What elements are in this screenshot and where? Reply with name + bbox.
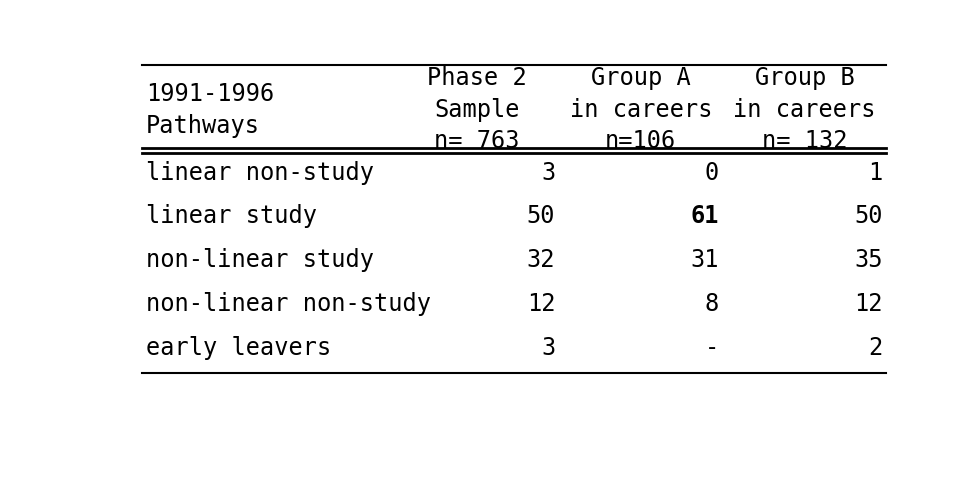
- Text: 61: 61: [690, 204, 719, 228]
- Text: 0: 0: [705, 161, 719, 185]
- Text: 50: 50: [527, 204, 555, 228]
- Text: Group A
in careers
n=106: Group A in careers n=106: [569, 66, 712, 153]
- Text: linear study: linear study: [146, 204, 317, 228]
- Text: -: -: [705, 335, 719, 360]
- Text: non-linear study: non-linear study: [146, 248, 374, 272]
- Text: 2: 2: [869, 335, 882, 360]
- Text: early leavers: early leavers: [146, 335, 331, 360]
- Text: non-linear non-study: non-linear non-study: [146, 292, 431, 316]
- Text: 3: 3: [541, 161, 555, 185]
- Text: 1: 1: [869, 161, 882, 185]
- Text: 32: 32: [527, 248, 555, 272]
- Text: 12: 12: [527, 292, 555, 316]
- Text: 1991-1996
Pathways: 1991-1996 Pathways: [146, 82, 275, 137]
- Text: Phase 2
Sample
n= 763: Phase 2 Sample n= 763: [427, 66, 527, 153]
- Text: Group B
in careers
n= 132: Group B in careers n= 132: [733, 66, 876, 153]
- Text: 50: 50: [854, 204, 882, 228]
- Text: 31: 31: [690, 248, 719, 272]
- Text: 3: 3: [541, 335, 555, 360]
- Text: 8: 8: [705, 292, 719, 316]
- Text: 35: 35: [854, 248, 882, 272]
- Text: 12: 12: [854, 292, 882, 316]
- Text: linear non-study: linear non-study: [146, 161, 374, 185]
